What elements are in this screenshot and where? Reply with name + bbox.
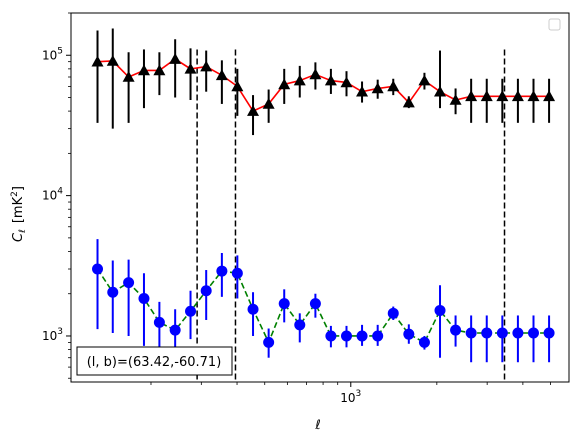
triangle-series-marker (496, 90, 509, 102)
circle-series-marker (356, 330, 368, 342)
circle-series-marker (216, 265, 228, 277)
triangle-series-marker (402, 96, 415, 108)
circle-series-marker (481, 327, 493, 339)
circle-series-marker (340, 330, 352, 342)
triangle-series-marker (247, 105, 260, 116)
axes: 103 104 105 103 (42, 12, 570, 405)
y-axis-label-main: C (11, 232, 26, 242)
triangle-series-marker (527, 90, 540, 102)
circle-series-marker (372, 330, 384, 342)
triangle-series-marker (122, 70, 135, 82)
triangle-series-marker (511, 90, 524, 102)
triangle-series-marker (340, 76, 353, 88)
y-tick-label: 103 (42, 327, 63, 343)
triangle-series-marker (106, 55, 119, 66)
legend-box (548, 18, 561, 31)
circle-series-marker (278, 298, 290, 310)
circle-series-marker (325, 330, 337, 342)
circle-series-marker (309, 298, 321, 310)
triangle-series-marker (371, 82, 384, 94)
y-axis-label-unit-close: ] (11, 186, 26, 191)
circle-series-marker (450, 324, 462, 336)
triangle-series-marker (262, 97, 275, 109)
triangle-series-marker (309, 68, 322, 80)
circle-series-marker (200, 285, 212, 297)
triangle-series-marker (356, 85, 369, 97)
triangle-series-marker (200, 60, 213, 72)
y-axis-label-unit: [mK (11, 196, 26, 223)
circle-series-marker (434, 304, 446, 316)
circle-series-marker (169, 324, 181, 336)
y-axis-label-unit-sup: 2 (10, 191, 20, 197)
circle-series-marker (543, 327, 555, 339)
y-axis-label-sub: ℓ (18, 229, 28, 234)
circle-series-marker (496, 327, 508, 339)
circle-series-marker (153, 316, 165, 328)
triangle-series-marker (465, 90, 478, 102)
circle-series-marker (294, 319, 306, 331)
triangle-series-marker (91, 55, 104, 67)
circle-series-marker (123, 277, 135, 289)
triangle-series-marker (231, 80, 244, 92)
circle-series-marker (231, 267, 243, 279)
triangle-series-marker (418, 74, 431, 86)
triangle-series-marker (449, 93, 462, 105)
triangle-series-marker (184, 62, 197, 74)
x-tick-label: 103 (340, 389, 361, 405)
triangle-series-marker (169, 53, 182, 64)
circle-series-marker (403, 328, 415, 340)
y-axis-label: Cℓ [mK2] (10, 186, 28, 242)
circle-series-marker (387, 307, 399, 319)
circle-series-marker (107, 286, 119, 298)
y-tick-label: 104 (42, 187, 63, 203)
circle-series-marker (418, 336, 430, 348)
triangle-series-marker (153, 64, 166, 76)
triangle-series-marker (480, 90, 493, 102)
annotation-box (76, 346, 233, 376)
y-tick-label: 105 (42, 46, 63, 62)
circle-series-marker (185, 305, 197, 317)
circle-series-marker (527, 327, 539, 339)
circle-series-marker (263, 336, 275, 348)
triangle-series-marker (387, 80, 400, 92)
triangle-series-marker (293, 74, 306, 86)
circle-series-marker (247, 303, 259, 315)
circle-series-marker (465, 327, 477, 339)
triangle-series-marker (543, 90, 556, 102)
plot-frame (70, 12, 570, 383)
circle-series-marker (512, 327, 524, 339)
circle-series-marker (138, 292, 150, 304)
triangle-series-marker (434, 85, 447, 97)
triangle-series-marker (137, 64, 150, 76)
circle-series-marker (92, 263, 104, 275)
triangle-series-marker (215, 69, 228, 81)
annotation-text: (l, b)=(63.42,-60.71) (87, 355, 222, 370)
plot-content (91, 28, 556, 382)
triangle-series-marker (278, 78, 291, 90)
triangle-series-marker (324, 74, 337, 86)
x-axis-label: ℓ (314, 418, 320, 433)
